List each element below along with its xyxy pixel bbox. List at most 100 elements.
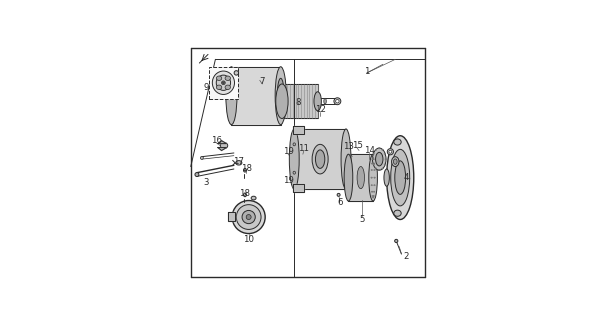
Ellipse shape bbox=[371, 185, 373, 186]
Text: 19: 19 bbox=[283, 147, 294, 156]
Text: 8: 8 bbox=[295, 98, 301, 107]
Ellipse shape bbox=[385, 158, 387, 160]
Ellipse shape bbox=[373, 191, 375, 192]
Polygon shape bbox=[293, 126, 304, 134]
Ellipse shape bbox=[384, 153, 385, 154]
Text: 6: 6 bbox=[337, 198, 343, 207]
Ellipse shape bbox=[372, 159, 373, 160]
Ellipse shape bbox=[244, 168, 247, 172]
Ellipse shape bbox=[384, 164, 385, 165]
Ellipse shape bbox=[379, 148, 380, 149]
Ellipse shape bbox=[375, 149, 377, 150]
Text: 5: 5 bbox=[359, 215, 365, 224]
Ellipse shape bbox=[277, 78, 284, 113]
Ellipse shape bbox=[244, 193, 247, 197]
Polygon shape bbox=[282, 84, 318, 118]
Ellipse shape bbox=[374, 185, 375, 186]
Ellipse shape bbox=[391, 149, 409, 206]
Ellipse shape bbox=[234, 71, 239, 75]
Ellipse shape bbox=[226, 67, 237, 124]
Ellipse shape bbox=[324, 98, 326, 104]
Ellipse shape bbox=[375, 168, 377, 169]
Polygon shape bbox=[293, 184, 304, 192]
Text: 19: 19 bbox=[283, 176, 294, 185]
Text: 4: 4 bbox=[403, 173, 409, 182]
Text: 13: 13 bbox=[343, 142, 354, 151]
Ellipse shape bbox=[251, 196, 256, 200]
Ellipse shape bbox=[236, 205, 261, 229]
Ellipse shape bbox=[384, 169, 390, 186]
Ellipse shape bbox=[242, 211, 255, 224]
Ellipse shape bbox=[293, 171, 295, 174]
Ellipse shape bbox=[334, 98, 341, 105]
Text: 10: 10 bbox=[243, 235, 254, 244]
Polygon shape bbox=[349, 154, 373, 201]
Ellipse shape bbox=[236, 161, 242, 165]
Ellipse shape bbox=[387, 149, 393, 155]
Ellipse shape bbox=[314, 92, 321, 111]
Ellipse shape bbox=[371, 177, 373, 178]
Ellipse shape bbox=[225, 76, 230, 80]
Ellipse shape bbox=[232, 201, 265, 234]
Ellipse shape bbox=[212, 71, 235, 94]
Ellipse shape bbox=[275, 67, 286, 124]
Ellipse shape bbox=[393, 159, 397, 164]
FancyBboxPatch shape bbox=[209, 67, 238, 99]
Text: 18: 18 bbox=[241, 164, 251, 173]
Text: 12: 12 bbox=[315, 105, 326, 114]
Polygon shape bbox=[218, 148, 227, 150]
Ellipse shape bbox=[394, 239, 398, 243]
Ellipse shape bbox=[373, 148, 386, 170]
Ellipse shape bbox=[220, 142, 228, 149]
Text: 15: 15 bbox=[352, 141, 362, 150]
Text: 16: 16 bbox=[211, 136, 222, 145]
Text: 17: 17 bbox=[233, 156, 244, 166]
Ellipse shape bbox=[312, 144, 328, 174]
Ellipse shape bbox=[387, 136, 414, 220]
Ellipse shape bbox=[216, 76, 222, 80]
Ellipse shape bbox=[394, 210, 401, 216]
Ellipse shape bbox=[391, 157, 399, 166]
Ellipse shape bbox=[357, 166, 364, 189]
Ellipse shape bbox=[276, 84, 288, 118]
Ellipse shape bbox=[373, 164, 374, 165]
Ellipse shape bbox=[382, 149, 383, 150]
Text: 18: 18 bbox=[239, 189, 250, 198]
Ellipse shape bbox=[373, 197, 374, 198]
Ellipse shape bbox=[200, 156, 203, 159]
Ellipse shape bbox=[389, 150, 392, 153]
Text: 2: 2 bbox=[403, 252, 409, 261]
Ellipse shape bbox=[372, 158, 374, 160]
Ellipse shape bbox=[344, 154, 353, 201]
Ellipse shape bbox=[371, 163, 373, 164]
Ellipse shape bbox=[376, 152, 383, 166]
Ellipse shape bbox=[221, 81, 226, 84]
Ellipse shape bbox=[373, 153, 374, 154]
Ellipse shape bbox=[216, 85, 222, 90]
Ellipse shape bbox=[371, 191, 373, 192]
Text: 14: 14 bbox=[364, 146, 375, 155]
Ellipse shape bbox=[395, 161, 406, 194]
Ellipse shape bbox=[369, 154, 377, 201]
Ellipse shape bbox=[382, 168, 383, 169]
Ellipse shape bbox=[373, 159, 374, 160]
Text: 7: 7 bbox=[259, 77, 265, 86]
Ellipse shape bbox=[373, 157, 374, 158]
Text: 9: 9 bbox=[203, 83, 209, 92]
Ellipse shape bbox=[315, 150, 325, 168]
Polygon shape bbox=[218, 141, 227, 144]
Ellipse shape bbox=[223, 82, 224, 84]
Polygon shape bbox=[232, 67, 281, 124]
Ellipse shape bbox=[289, 129, 299, 189]
Ellipse shape bbox=[336, 100, 339, 103]
Ellipse shape bbox=[216, 75, 230, 90]
Ellipse shape bbox=[337, 193, 340, 196]
Ellipse shape bbox=[373, 163, 375, 164]
Ellipse shape bbox=[246, 215, 251, 220]
Ellipse shape bbox=[379, 169, 380, 171]
Text: 1: 1 bbox=[364, 67, 370, 76]
Ellipse shape bbox=[374, 169, 375, 171]
Ellipse shape bbox=[225, 85, 230, 90]
Polygon shape bbox=[229, 212, 235, 221]
Text: 3: 3 bbox=[203, 178, 209, 187]
